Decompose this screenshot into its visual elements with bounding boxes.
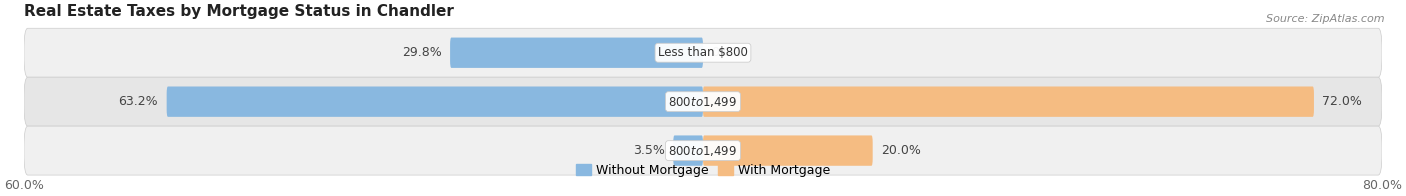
FancyBboxPatch shape xyxy=(24,28,1382,77)
Text: Less than $800: Less than $800 xyxy=(658,46,748,59)
FancyBboxPatch shape xyxy=(673,135,703,166)
Text: Real Estate Taxes by Mortgage Status in Chandler: Real Estate Taxes by Mortgage Status in … xyxy=(24,4,454,19)
Text: 3.5%: 3.5% xyxy=(633,144,665,157)
FancyBboxPatch shape xyxy=(703,86,1315,117)
Text: $800 to $1,499: $800 to $1,499 xyxy=(668,144,738,158)
Text: Source: ZipAtlas.com: Source: ZipAtlas.com xyxy=(1267,14,1385,24)
FancyBboxPatch shape xyxy=(167,86,703,117)
Text: 29.8%: 29.8% xyxy=(402,46,441,59)
Text: 72.0%: 72.0% xyxy=(1323,95,1362,108)
FancyBboxPatch shape xyxy=(450,38,703,68)
FancyBboxPatch shape xyxy=(24,126,1382,175)
Text: 0.0%: 0.0% xyxy=(711,46,744,59)
FancyBboxPatch shape xyxy=(24,77,1382,126)
Text: $800 to $1,499: $800 to $1,499 xyxy=(668,95,738,109)
Text: 20.0%: 20.0% xyxy=(882,144,921,157)
Legend: Without Mortgage, With Mortgage: Without Mortgage, With Mortgage xyxy=(571,159,835,182)
FancyBboxPatch shape xyxy=(703,135,873,166)
Text: 63.2%: 63.2% xyxy=(118,95,159,108)
